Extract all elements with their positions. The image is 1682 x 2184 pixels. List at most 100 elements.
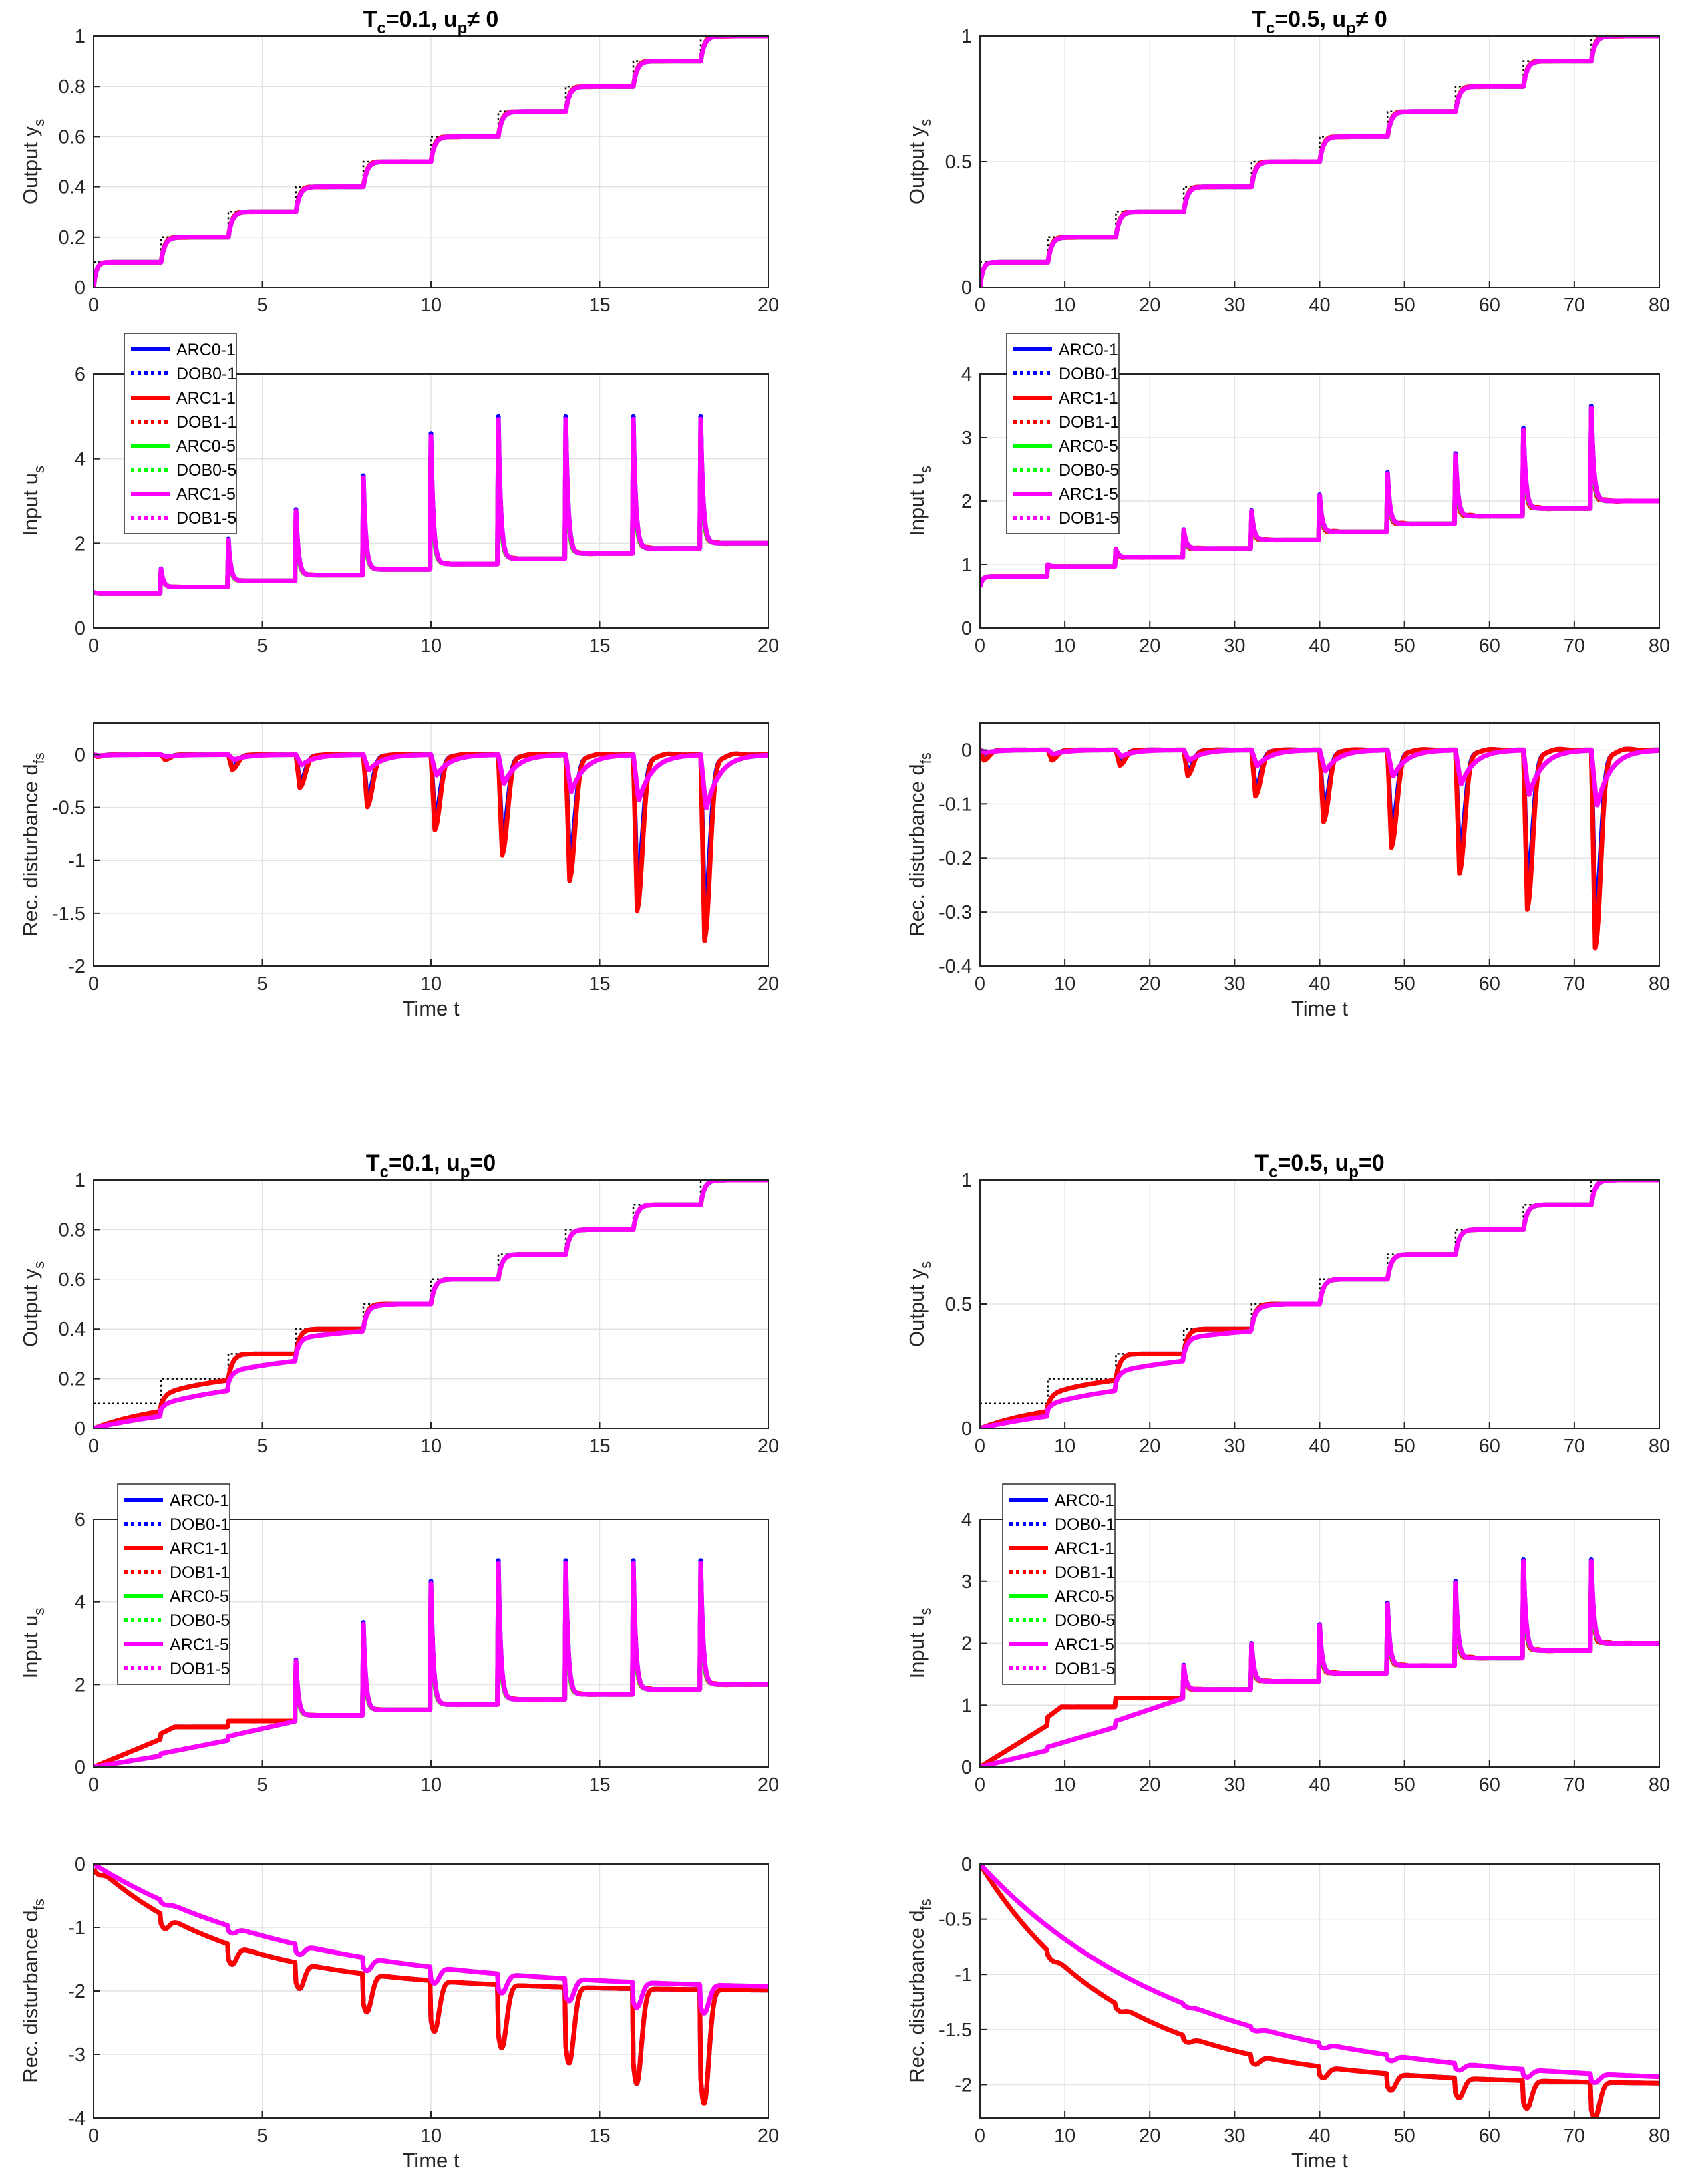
x-tick-label: 50 <box>1393 295 1415 316</box>
legend-label-arc1-1: ARC1-1 <box>1059 389 1118 408</box>
x-tick-label: 20 <box>758 1774 779 1796</box>
series-dob1-5 <box>980 1180 1659 1428</box>
x-tick-label: 30 <box>1224 295 1245 316</box>
x-tick-label: 10 <box>1054 635 1075 657</box>
series-group <box>980 746 1659 951</box>
axes-tr-dist: 0 10 20 30 40 50 60 70 80 -0.4 -0.3 -0.2 -0.1 0 Rec. d… <box>905 722 1670 1020</box>
x-tick-label: 70 <box>1564 635 1585 657</box>
axes-br-in: 0 10 20 30 40 50 60 70 80 0 1 2 3 4 Input us ARC0-1 DOB0… <box>905 1483 1670 1796</box>
y-tick-label: 2 <box>961 491 972 512</box>
legend: ARC0-1 DOB0-1 ARC1-1 DOB1-1 ARC0-5 DOB0-5 ARC1… <box>1006 333 1120 534</box>
x-tick-label: 70 <box>1564 2125 1585 2147</box>
axes-tr-out: 0 10 20 30 40 50 60 70 80 0 0.5 1 Output ys Tc=0.5, u… <box>905 7 1670 316</box>
x-tick-label: 20 <box>1139 1774 1160 1796</box>
y-tick-label: -2 <box>955 2074 972 2096</box>
y-axis-label: Input us <box>19 1608 47 1679</box>
y-axis-label: Rec. disturbance dfs <box>19 1899 47 2083</box>
x-tick-label: 80 <box>1649 1436 1670 1457</box>
x-tick-label: 5 <box>257 635 267 657</box>
y-tick-label: 0.4 <box>59 177 86 198</box>
x-tick-label: 0 <box>88 2125 99 2147</box>
x-axis-label: Time t <box>1291 2149 1348 2172</box>
y-tick-label: -1.5 <box>52 903 86 925</box>
x-tick-label: 10 <box>420 973 442 995</box>
x-tick-label: 5 <box>257 1436 267 1457</box>
x-tick-label: 60 <box>1479 973 1500 995</box>
y-tick-label: 0.8 <box>59 76 86 98</box>
x-tick-label: 70 <box>1564 295 1585 316</box>
y-tick-label: 0.4 <box>59 1319 86 1340</box>
x-tick-label: 70 <box>1564 1774 1585 1796</box>
x-tick-label: 10 <box>1054 295 1075 316</box>
y-tick-label: -0.5 <box>52 798 86 819</box>
legend-label-dob0-1: DOB0-1 <box>1059 365 1119 383</box>
x-tick-label: 20 <box>1139 2125 1160 2147</box>
y-tick-label: 3 <box>961 428 972 449</box>
x-tick-label: 10 <box>1054 1774 1075 1796</box>
x-tick-label: 60 <box>1479 635 1500 657</box>
y-tick-label: 0 <box>961 1757 972 1778</box>
x-tick-label: 20 <box>758 295 779 316</box>
y-tick-label: -0.1 <box>939 794 972 815</box>
y-axis-label: Output ys <box>19 1261 47 1347</box>
y-tick-label: 0.5 <box>945 1294 972 1315</box>
x-tick-label: 0 <box>975 1774 985 1796</box>
x-tick-label: 50 <box>1393 2125 1415 2147</box>
x-tick-label: 0 <box>88 973 99 995</box>
y-tick-label: -0.3 <box>939 902 972 923</box>
series-group <box>980 1180 1659 1428</box>
y-tick-label: -4 <box>68 2108 86 2129</box>
y-tick-label: 0 <box>75 744 86 766</box>
legend-label-dob1-5: DOB1-5 <box>1059 509 1119 528</box>
y-tick-label: 1 <box>961 1695 972 1716</box>
x-tick-label: 0 <box>88 295 99 316</box>
x-tick-label: 0 <box>975 1436 985 1457</box>
axes-bl-in: 0 5 10 15 20 0 2 4 6 Input us ARC0-1 DOB0-1 ARC1-1 DO… <box>19 1483 779 1796</box>
y-tick-label: 0.2 <box>59 227 86 249</box>
y-tick-label: 0 <box>75 618 86 639</box>
x-tick-label: 30 <box>1224 1436 1245 1457</box>
x-tick-label: 40 <box>1309 1774 1330 1796</box>
legend-label-dob1-1: DOB1-1 <box>1055 1563 1115 1582</box>
y-tick-label: 0 <box>75 1854 86 1875</box>
legend-label-dob0-5: DOB0-5 <box>1055 1611 1115 1630</box>
y-tick-label: 0 <box>75 1757 86 1778</box>
x-axis-label: Time t <box>1291 997 1348 1020</box>
legend-label-arc1-5: ARC1-5 <box>170 1635 229 1654</box>
x-tick-label: 0 <box>975 295 985 316</box>
x-tick-label: 60 <box>1479 2125 1500 2147</box>
x-tick-label: 5 <box>257 1774 267 1796</box>
x-axis-label: Time t <box>403 2149 460 2172</box>
y-tick-label: 4 <box>961 1509 972 1531</box>
x-tick-label: 30 <box>1224 635 1245 657</box>
x-tick-label: 50 <box>1393 973 1415 995</box>
x-tick-label: 5 <box>257 973 267 995</box>
legend-label-dob0-5: DOB0-5 <box>1059 461 1119 480</box>
series-dob1-5 <box>980 36 1659 287</box>
y-tick-label: -0.4 <box>939 956 972 977</box>
series-group <box>94 1558 768 1767</box>
legend-label-dob0-1: DOB0-1 <box>1055 1515 1115 1534</box>
legend-label-dob1-1: DOB1-1 <box>1059 413 1119 432</box>
x-tick-label: 10 <box>420 2125 442 2147</box>
x-tick-label: 50 <box>1393 635 1415 657</box>
x-tick-label: 15 <box>588 2125 610 2147</box>
y-tick-label: -2 <box>68 956 86 977</box>
x-tick-label: 30 <box>1224 2125 1245 2147</box>
legend-label-arc0-5: ARC0-5 <box>1055 1587 1114 1606</box>
legend-label-dob0-5: DOB0-5 <box>176 461 236 480</box>
y-tick-label: -1 <box>68 850 86 872</box>
series-group <box>94 1180 768 1428</box>
x-tick-label: 10 <box>420 295 442 316</box>
y-tick-label: 6 <box>75 1509 86 1531</box>
series-dob1-5 <box>980 748 1659 807</box>
axes-tl-dist: 0 5 10 15 20 -2 -1.5 -1 -0.5 0 Rec. disturbance df… <box>19 722 779 1020</box>
x-tick-label: 80 <box>1649 295 1670 316</box>
y-tick-label: -0.5 <box>939 1909 972 1931</box>
y-tick-label: 0 <box>961 740 972 761</box>
legend-label-arc1-5: ARC1-5 <box>1055 1635 1114 1654</box>
x-tick-label: 0 <box>88 1774 99 1796</box>
chart-title: Tc=0.1, up=0 <box>366 1150 496 1181</box>
x-tick-label: 0 <box>88 635 99 657</box>
